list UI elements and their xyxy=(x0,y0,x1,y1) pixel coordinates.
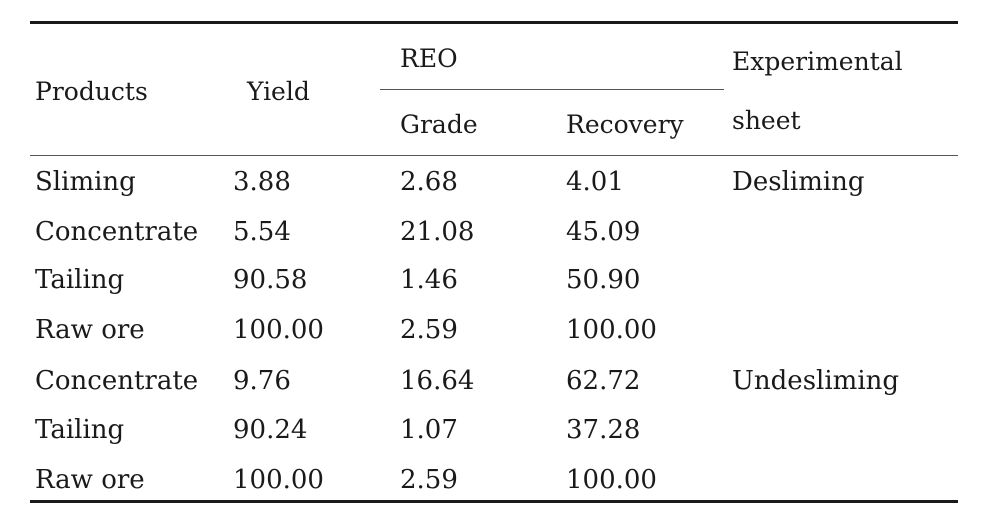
cell-products: Sliming xyxy=(35,167,136,197)
cell-products: Concentrate xyxy=(35,217,199,247)
cell-recovery: 100.00 xyxy=(566,465,657,495)
cell-recovery: 50.90 xyxy=(566,265,641,295)
table-header-rule xyxy=(30,155,958,156)
cell-products: Tailing xyxy=(35,415,125,445)
cell-grade: 2.59 xyxy=(400,315,458,345)
cell-products: Concentrate xyxy=(35,366,199,396)
cell-products: Raw ore xyxy=(35,315,145,345)
cell-recovery: 37.28 xyxy=(566,415,641,445)
cell-yield: 9.76 xyxy=(233,366,291,396)
cell-yield: 100.00 xyxy=(233,315,324,345)
cell-grade: 2.68 xyxy=(400,167,458,197)
cell-sheet: Desliming xyxy=(732,167,865,197)
header-reo: REO xyxy=(400,44,458,73)
cell-products: Raw ore xyxy=(35,465,145,495)
cell-yield: 3.88 xyxy=(233,167,291,197)
header-sheet: sheet xyxy=(732,106,801,135)
cell-products: Tailing xyxy=(35,265,125,295)
cell-yield: 5.54 xyxy=(233,217,291,247)
cell-yield: 90.58 xyxy=(233,265,308,295)
cell-recovery: 62.72 xyxy=(566,366,641,396)
cell-recovery: 45.09 xyxy=(566,217,641,247)
cell-grade: 1.07 xyxy=(400,415,458,445)
header-experimental: Experimental xyxy=(732,47,903,76)
cell-grade: 2.59 xyxy=(400,465,458,495)
cell-grade: 21.08 xyxy=(400,217,475,247)
cell-yield: 100.00 xyxy=(233,465,324,495)
cell-yield: 90.24 xyxy=(233,415,308,445)
reo-group-rule xyxy=(380,89,724,90)
table-bottom-rule xyxy=(30,500,958,503)
header-yield: Yield xyxy=(247,77,310,106)
header-recovery: Recovery xyxy=(566,110,684,139)
cell-grade: 1.46 xyxy=(400,265,458,295)
table-top-rule xyxy=(30,21,958,24)
cell-recovery: 4.01 xyxy=(566,167,624,197)
cell-recovery: 100.00 xyxy=(566,315,657,345)
cell-sheet: Undesliming xyxy=(732,366,900,396)
header-grade: Grade xyxy=(400,110,478,139)
header-products: Products xyxy=(35,77,148,106)
cell-grade: 16.64 xyxy=(400,366,475,396)
